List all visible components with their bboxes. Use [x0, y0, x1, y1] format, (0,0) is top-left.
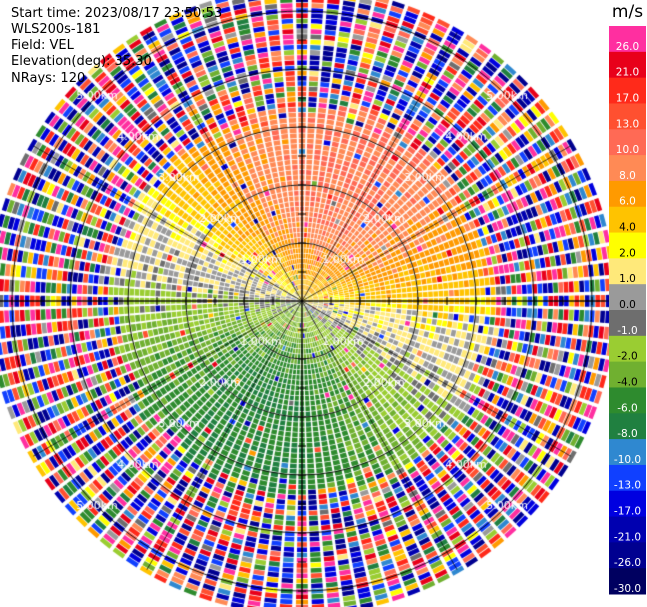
colorbar-tick-label: 17.0	[616, 92, 639, 104]
colorbar-tick-label: -8.0	[617, 428, 638, 440]
colorbar-swatch	[609, 77, 646, 104]
start-time-label: Start time: 2023/08/17 23:50:53	[11, 6, 223, 21]
instrument-label: WLS200s-181	[11, 22, 101, 37]
colorbar-swatch	[609, 129, 646, 156]
colorbar-swatch	[609, 51, 646, 79]
colorbar-tick-label: -21.0	[614, 531, 641, 543]
colorbar-swatch	[609, 310, 646, 337]
field-label: Field: VEL	[11, 38, 74, 53]
colorbar-tick-label: -17.0	[614, 506, 641, 518]
colorbar-tick-label: 4.0	[619, 222, 636, 234]
nrays-label: NRays: 120	[11, 71, 86, 86]
colorbar-swatch	[609, 464, 646, 492]
colorbar-swatch	[609, 490, 646, 518]
colorbar-tick-label: 6.0	[619, 196, 636, 208]
colorbar-swatch	[609, 387, 646, 414]
colorbar-swatch	[609, 542, 646, 569]
colorbar-tick-label: 21.0	[616, 67, 639, 79]
colorbar-tick-label: 10.0	[616, 144, 639, 156]
colorbar-tick-label: -26.0	[614, 557, 641, 569]
colorbar-tick-label: -1.0	[617, 325, 638, 337]
colorbar-tick-label: 26.0	[616, 41, 639, 53]
colorbar-swatch	[609, 335, 646, 363]
colorbar-tick-label: 2.0	[619, 247, 636, 259]
colorbar-swatch	[609, 26, 646, 53]
colorbar-tick-label: -6.0	[617, 402, 638, 414]
colorbar-tick-label: 8.0	[619, 170, 636, 182]
colorbar-swatch	[609, 413, 646, 440]
colorbar-tick-label: -30.0	[614, 583, 641, 595]
colorbar-unit-label: m/s	[612, 2, 643, 22]
colorbar-swatch	[609, 180, 646, 208]
colorbar-swatch	[609, 516, 646, 543]
colorbar-swatch	[609, 232, 646, 259]
colorbar-swatch	[609, 439, 646, 466]
colorbar-tick-label: 1.0	[619, 273, 636, 285]
colorbar-tick-label: -10.0	[614, 454, 641, 466]
colorbar-tick-label: 0.0	[619, 299, 636, 311]
colorbar-tick-label: 13.0	[616, 118, 639, 130]
colorbar-swatch	[609, 103, 646, 130]
colorbar-swatch	[609, 206, 646, 234]
colorbar-tick-label: -4.0	[617, 376, 638, 388]
colorbar-swatch	[609, 155, 646, 182]
colorbar-swatch	[609, 361, 646, 388]
colorbar-swatch	[609, 284, 646, 311]
colorbar-swatch	[609, 568, 646, 595]
colorbar-tick-label: -2.0	[617, 351, 638, 363]
colorbar-swatch	[609, 258, 646, 285]
colorbar-tick-label: -13.0	[614, 480, 641, 492]
elevation-label: Elevation(deg): 35.30	[11, 54, 152, 69]
